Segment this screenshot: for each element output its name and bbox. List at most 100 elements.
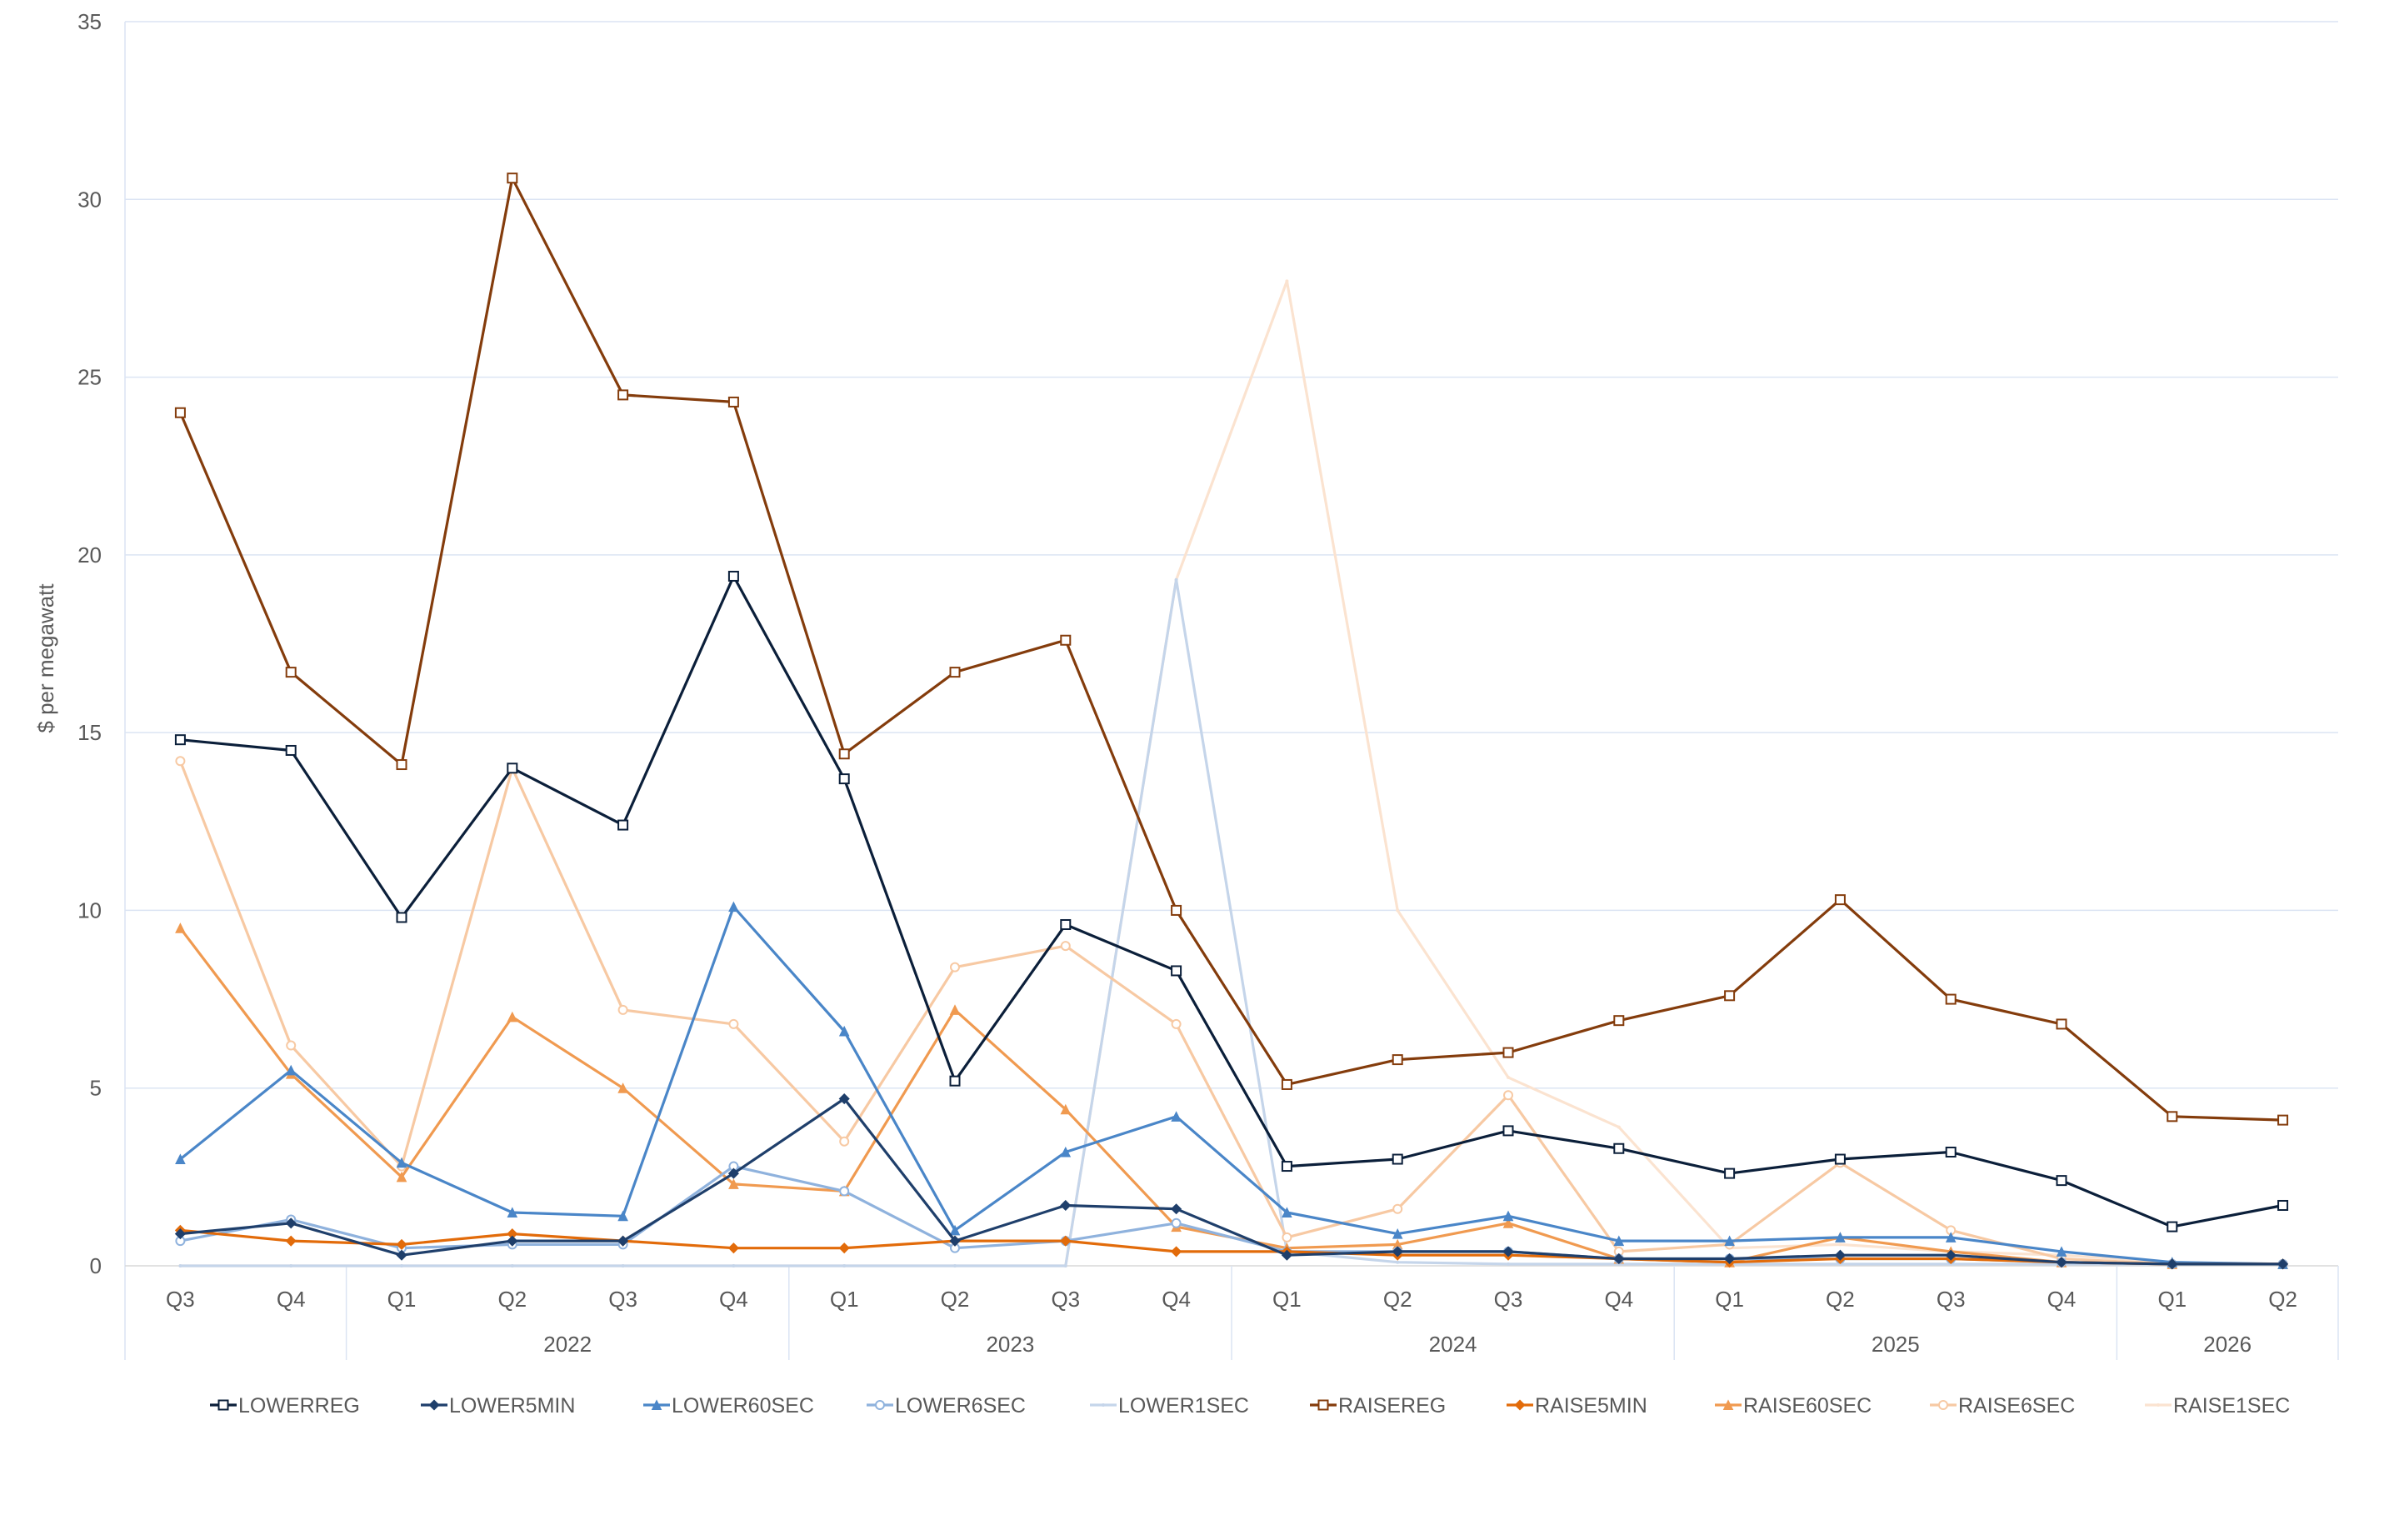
data-point bbox=[875, 1400, 885, 1410]
y-axis-label: $ per megawatt bbox=[33, 583, 58, 733]
legend-item: RAISE1SEC bbox=[2145, 1394, 2290, 1418]
legend-item: LOWER6SEC bbox=[867, 1394, 1026, 1418]
series-raise60sec bbox=[175, 922, 2288, 1269]
data-point bbox=[1281, 1249, 1292, 1261]
data-point bbox=[285, 744, 297, 756]
legend-item: RAISE60SEC bbox=[1715, 1394, 1872, 1418]
data-point bbox=[1613, 1252, 1625, 1265]
data-point bbox=[1834, 894, 1846, 906]
data-point bbox=[285, 1218, 297, 1229]
legend-label: LOWER6SEC bbox=[895, 1394, 1026, 1418]
y-tick-label: 35 bbox=[77, 9, 102, 34]
legend-label: LOWER1SEC bbox=[1118, 1394, 1249, 1418]
x-tick-label: Q1 bbox=[2157, 1287, 2187, 1312]
data-point bbox=[178, 1264, 182, 1268]
series-line bbox=[179, 905, 2283, 1266]
data-point bbox=[727, 1168, 739, 1179]
data-point bbox=[651, 1399, 662, 1410]
data-point bbox=[839, 1186, 850, 1197]
data-point bbox=[617, 1235, 629, 1247]
data-point bbox=[621, 1264, 625, 1268]
year-label: 2024 bbox=[1429, 1332, 1477, 1357]
data-point bbox=[953, 1264, 957, 1268]
data-point bbox=[1502, 1210, 1514, 1222]
data-point bbox=[1060, 1103, 1072, 1115]
data-point bbox=[2277, 1199, 2289, 1211]
data-point bbox=[217, 1399, 229, 1411]
x-tick-label: Q2 bbox=[941, 1287, 970, 1312]
data-point bbox=[842, 1264, 847, 1268]
x-tick-label: Q4 bbox=[1604, 1287, 1633, 1312]
x-tick-label: Q2 bbox=[497, 1287, 527, 1312]
data-point bbox=[285, 667, 297, 678]
series-line bbox=[178, 760, 2283, 1266]
x-tick-label: Q4 bbox=[2047, 1287, 2077, 1312]
x-tick-label: Q3 bbox=[1494, 1287, 1523, 1312]
series-raisereg bbox=[174, 172, 2289, 1126]
data-point bbox=[396, 1238, 407, 1250]
data-point bbox=[1392, 1054, 1403, 1066]
data-point bbox=[949, 667, 961, 678]
data-point bbox=[949, 1224, 961, 1236]
data-point bbox=[949, 1075, 961, 1087]
data-point bbox=[1938, 1400, 1948, 1410]
data-point bbox=[396, 1171, 407, 1182]
legend-item: RAISE5MIN bbox=[1507, 1394, 1647, 1418]
data-point bbox=[1060, 634, 1072, 646]
data-point bbox=[1514, 1399, 1526, 1411]
data-point bbox=[617, 1210, 628, 1222]
x-tick-label: Q4 bbox=[1162, 1287, 1191, 1312]
data-point bbox=[428, 1399, 440, 1411]
data-point bbox=[2277, 1258, 2289, 1270]
data-point bbox=[1834, 1153, 1846, 1165]
x-tick-label: Q1 bbox=[1272, 1287, 1302, 1312]
data-point bbox=[1503, 1090, 1513, 1101]
legend-item: RAISE6SEC bbox=[1930, 1394, 2075, 1418]
series-line bbox=[178, 177, 2283, 1122]
series-raise1sec bbox=[178, 279, 2285, 1268]
legend-item: LOWER60SEC bbox=[643, 1394, 814, 1418]
data-point bbox=[1945, 993, 1957, 1005]
data-point bbox=[1392, 1246, 1403, 1258]
x-tick-label: Q2 bbox=[1383, 1287, 1412, 1312]
data-point bbox=[728, 1018, 739, 1029]
data-point bbox=[728, 901, 739, 912]
data-point bbox=[2056, 1018, 2067, 1030]
year-label: 2025 bbox=[1872, 1332, 1920, 1357]
x-tick-label: Q4 bbox=[719, 1287, 748, 1312]
x-tick-label: Q1 bbox=[1715, 1287, 1744, 1312]
data-point bbox=[1613, 1235, 1625, 1247]
x-tick-label: Q4 bbox=[277, 1287, 306, 1312]
data-point bbox=[1396, 908, 1400, 912]
x-tick-label: Q2 bbox=[2268, 1287, 2297, 1312]
gridlines bbox=[125, 21, 2338, 1089]
data-point bbox=[285, 1235, 297, 1247]
data-point bbox=[400, 1264, 403, 1268]
legend-item: LOWER1SEC bbox=[1090, 1394, 1249, 1418]
data-point bbox=[507, 172, 518, 184]
data-point bbox=[1060, 941, 1071, 952]
data-point bbox=[1171, 904, 1182, 916]
data-point bbox=[1281, 1161, 1292, 1172]
series-line bbox=[180, 1164, 2283, 1266]
data-point bbox=[727, 570, 739, 582]
legend-label: LOWER60SEC bbox=[672, 1394, 814, 1418]
data-point bbox=[286, 1040, 297, 1051]
series-line bbox=[179, 927, 2283, 1266]
data-point bbox=[1171, 1218, 1182, 1228]
data-point bbox=[1945, 1146, 1957, 1158]
data-point bbox=[1502, 1246, 1514, 1258]
data-point bbox=[617, 1004, 628, 1015]
data-point bbox=[950, 962, 960, 972]
data-point bbox=[1171, 965, 1182, 977]
data-point bbox=[1507, 1262, 1510, 1266]
x-tick-label: Q3 bbox=[608, 1287, 637, 1312]
data-point bbox=[1502, 1125, 1514, 1137]
data-point bbox=[838, 773, 850, 785]
legend-label: LOWERREG bbox=[238, 1394, 360, 1418]
data-point bbox=[510, 1264, 514, 1268]
data-point bbox=[1174, 578, 1178, 582]
legend-label: RAISE60SEC bbox=[1743, 1394, 1872, 1418]
data-point bbox=[396, 1157, 407, 1168]
